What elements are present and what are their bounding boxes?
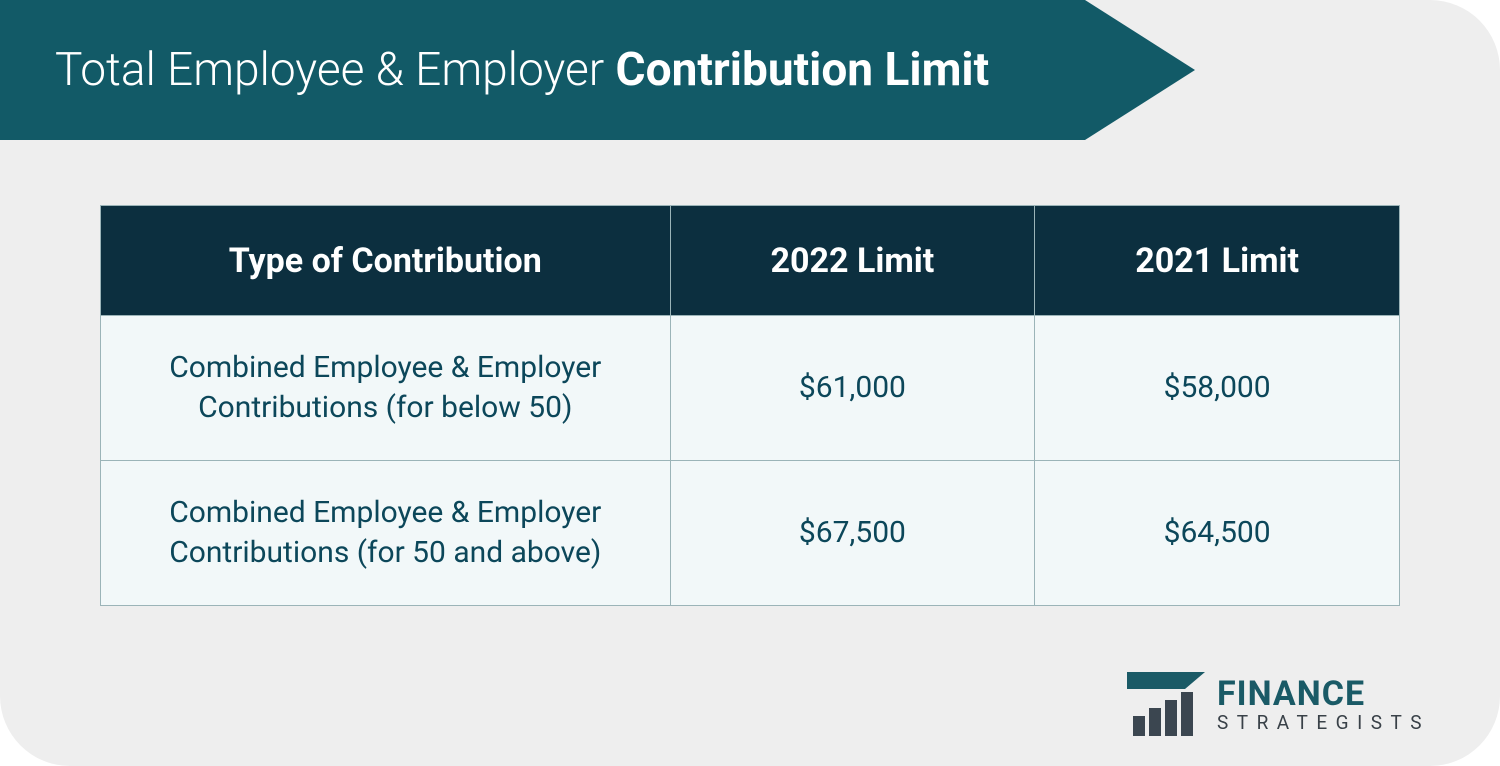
cell-2022: $61,000 xyxy=(670,316,1035,461)
page-title: Total Employee & Employer Contribution L… xyxy=(0,43,989,97)
cell-type: Combined Employee & Employer Contributio… xyxy=(101,461,671,606)
logo-text: FINANCE STRATEGISTS xyxy=(1217,677,1430,732)
col-header-2021: 2021 Limit xyxy=(1035,206,1400,316)
table-row: Combined Employee & Employer Contributio… xyxy=(101,316,1400,461)
col-header-2022: 2022 Limit xyxy=(670,206,1035,316)
contribution-table-wrap: Type of Contribution 2022 Limit 2021 Lim… xyxy=(100,205,1400,606)
logo-mark-icon xyxy=(1127,672,1205,736)
title-prefix: Total Employee & Employer xyxy=(55,43,616,97)
cell-2021: $58,000 xyxy=(1035,316,1400,461)
contribution-table: Type of Contribution 2022 Limit 2021 Lim… xyxy=(100,205,1400,606)
title-bold: Contribution Limit xyxy=(616,43,990,97)
cell-type: Combined Employee & Employer Contributio… xyxy=(101,316,671,461)
logo-line1: FINANCE xyxy=(1217,677,1430,711)
logo-line2: STRATEGISTS xyxy=(1217,713,1430,732)
cell-2022: $67,500 xyxy=(670,461,1035,606)
brand-logo: FINANCE STRATEGISTS xyxy=(1127,672,1430,736)
info-card: Total Employee & Employer Contribution L… xyxy=(0,0,1500,766)
col-header-type: Type of Contribution xyxy=(101,206,671,316)
table-row: Combined Employee & Employer Contributio… xyxy=(101,461,1400,606)
table-header-row: Type of Contribution 2022 Limit 2021 Lim… xyxy=(101,206,1400,316)
title-banner: Total Employee & Employer Contribution L… xyxy=(0,0,989,140)
cell-2021: $64,500 xyxy=(1035,461,1400,606)
